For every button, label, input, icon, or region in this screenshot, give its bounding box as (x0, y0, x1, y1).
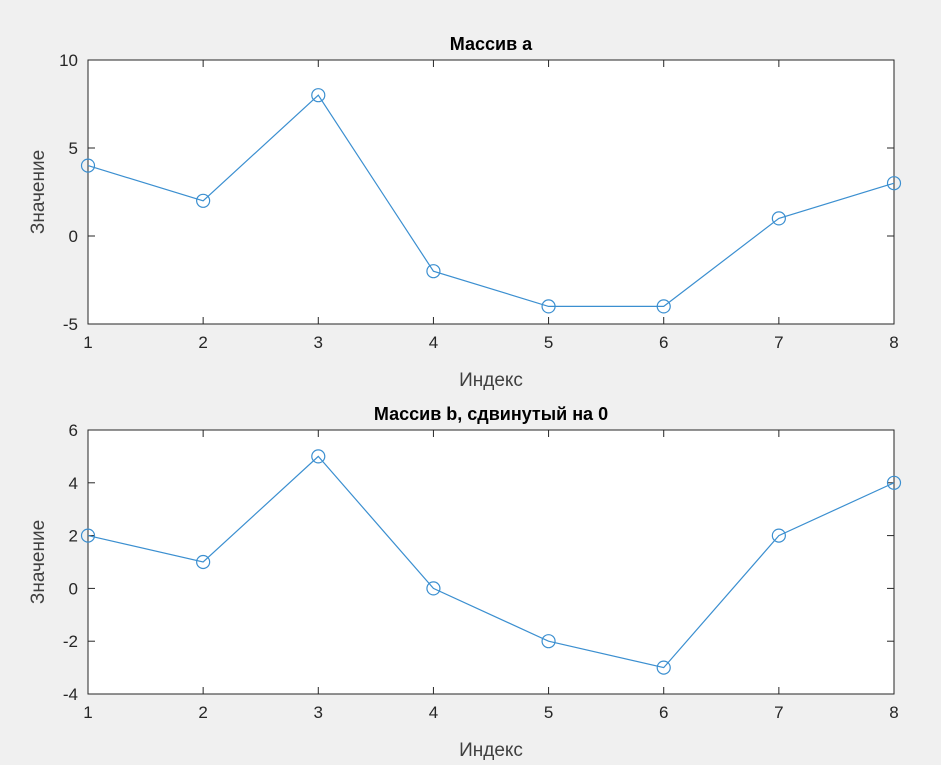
x-tick-label: 4 (429, 333, 438, 352)
ticks (87, 429, 895, 695)
data-point (886, 176, 902, 191)
y-axis-label: Значение (28, 150, 49, 234)
x-tick-label: 5 (544, 703, 553, 722)
y-tick-label: -5 (63, 315, 78, 334)
x-tick-labels: 1 2 3 4 5 6 7 8 (83, 333, 898, 352)
x-tick-label: 2 (198, 703, 207, 722)
data-point (311, 449, 326, 464)
y-tick-label: -4 (63, 685, 78, 704)
x-tick-label: 3 (314, 703, 323, 722)
x-tick-label: 7 (774, 333, 783, 352)
chart-array-b: 1 2 3 4 5 6 7 8 -4 -2 0 2 4 6 Массив b, сдвинутый на… (28, 404, 902, 761)
y-tick-label: 4 (69, 474, 78, 493)
data-point (426, 264, 441, 279)
series-line (87, 455, 895, 669)
y-tick-label: 0 (69, 579, 78, 598)
data-marks (80, 88, 902, 314)
data-point (196, 554, 211, 570)
x-tick-label: 2 (198, 333, 207, 352)
chart-array-a: 1 2 3 4 5 6 7 8 -5 0 5 10 Массив a Индекс Значение (28, 34, 902, 391)
x-tick-label: 8 (889, 703, 898, 722)
x-tick-label: 1 (83, 703, 92, 722)
data-point (196, 193, 211, 208)
data-marks (80, 449, 902, 675)
data-point (80, 528, 96, 543)
y-tick-labels: -5 0 5 10 (59, 51, 78, 334)
data-point (771, 528, 786, 543)
x-axis-label: Индекс (459, 370, 523, 391)
chart-title: Массив b, сдвинутый на 0 (374, 404, 608, 424)
x-tick-label: 6 (659, 333, 668, 352)
x-tick-label: 1 (83, 333, 92, 352)
plot-area (87, 429, 895, 695)
data-point (656, 660, 671, 675)
x-tick-label: 7 (774, 703, 783, 722)
ticks (87, 59, 895, 325)
data-point (311, 88, 326, 103)
data-point (80, 158, 96, 173)
data-point (656, 299, 671, 314)
data-point (426, 581, 441, 596)
x-tick-labels: 1 2 3 4 5 6 7 8 (83, 703, 898, 722)
y-tick-label: 2 (69, 527, 78, 546)
y-tick-labels: -4 -2 0 2 4 6 (63, 421, 78, 704)
x-axis-label: Индекс (459, 740, 523, 761)
data-point (541, 299, 556, 314)
x-tick-label: 4 (429, 703, 438, 722)
x-tick-label: 8 (889, 333, 898, 352)
x-tick-label: 5 (544, 333, 553, 352)
series-line (87, 94, 895, 307)
x-tick-label: 3 (314, 333, 323, 352)
y-tick-label: 10 (59, 51, 78, 70)
y-tick-label: 6 (69, 421, 78, 440)
data-point (886, 475, 902, 490)
plot-area (87, 59, 895, 325)
data-point (541, 634, 556, 649)
data-point (771, 211, 786, 226)
y-tick-label: 5 (69, 139, 78, 158)
x-tick-label: 6 (659, 703, 668, 722)
y-axis-label: Значение (28, 520, 49, 604)
chart-title: Массив a (450, 34, 533, 54)
y-tick-label: -2 (63, 632, 78, 651)
y-tick-label: 0 (69, 227, 78, 246)
